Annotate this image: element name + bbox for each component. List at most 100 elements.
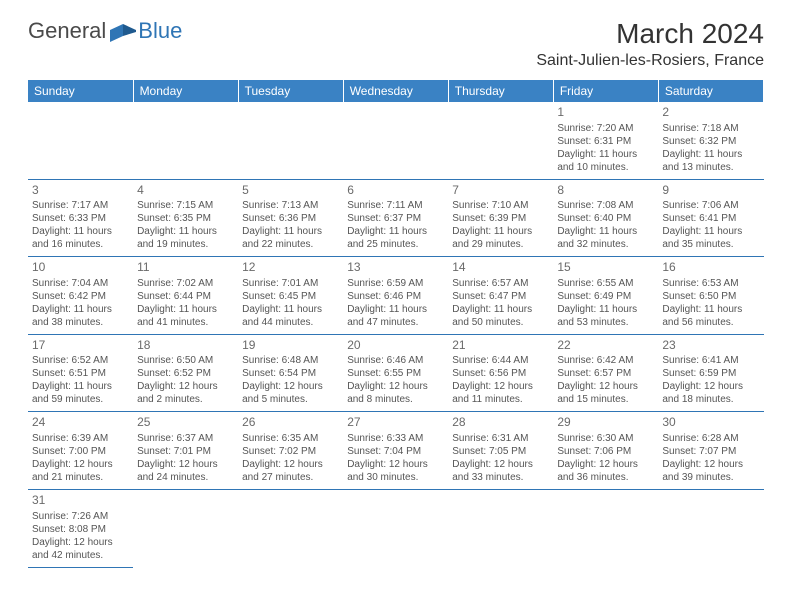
daylight-text: Daylight: 12 hours: [662, 380, 759, 393]
daylight-minutes-text: and 36 minutes.: [557, 471, 654, 484]
day-number: 21: [452, 338, 549, 354]
sunrise-text: Sunrise: 7:02 AM: [137, 277, 234, 290]
calendar-cell: [343, 102, 448, 179]
day-header: Sunday: [28, 80, 133, 102]
calendar-cell: [448, 489, 553, 567]
daylight-text: Daylight: 11 hours: [557, 148, 654, 161]
logo-text-general: General: [28, 18, 106, 44]
daylight-minutes-text: and 38 minutes.: [32, 316, 129, 329]
day-number: 27: [347, 415, 444, 431]
daylight-text: Daylight: 11 hours: [662, 303, 759, 316]
calendar-row: 10Sunrise: 7:04 AMSunset: 6:42 PMDayligh…: [28, 257, 764, 335]
day-number: 20: [347, 338, 444, 354]
calendar-cell: 11Sunrise: 7:02 AMSunset: 6:44 PMDayligh…: [133, 257, 238, 335]
day-header: Saturday: [658, 80, 763, 102]
sunrise-text: Sunrise: 7:18 AM: [662, 122, 759, 135]
sunrise-text: Sunrise: 6:31 AM: [452, 432, 549, 445]
sunset-text: Sunset: 6:57 PM: [557, 367, 654, 380]
calendar-cell: [553, 489, 658, 567]
sunrise-text: Sunrise: 6:44 AM: [452, 354, 549, 367]
day-header: Tuesday: [238, 80, 343, 102]
calendar-cell: 9Sunrise: 7:06 AMSunset: 6:41 PMDaylight…: [658, 179, 763, 257]
month-title: March 2024: [536, 18, 764, 50]
sunset-text: Sunset: 6:51 PM: [32, 367, 129, 380]
daylight-text: Daylight: 11 hours: [137, 225, 234, 238]
daylight-minutes-text: and 53 minutes.: [557, 316, 654, 329]
header: General Blue March 2024 Saint-Julien-les…: [28, 18, 764, 70]
calendar-cell: [238, 489, 343, 567]
daylight-text: Daylight: 11 hours: [662, 148, 759, 161]
daylight-text: Daylight: 12 hours: [242, 458, 339, 471]
sunset-text: Sunset: 6:36 PM: [242, 212, 339, 225]
sunset-text: Sunset: 6:32 PM: [662, 135, 759, 148]
calendar-row: 24Sunrise: 6:39 AMSunset: 7:00 PMDayligh…: [28, 412, 764, 490]
sunset-text: Sunset: 6:56 PM: [452, 367, 549, 380]
sunrise-text: Sunrise: 6:39 AM: [32, 432, 129, 445]
day-header: Friday: [553, 80, 658, 102]
day-number: 5: [242, 183, 339, 199]
calendar-cell: [28, 102, 133, 179]
calendar-cell: 14Sunrise: 6:57 AMSunset: 6:47 PMDayligh…: [448, 257, 553, 335]
calendar-cell: [448, 102, 553, 179]
calendar-cell: 16Sunrise: 6:53 AMSunset: 6:50 PMDayligh…: [658, 257, 763, 335]
calendar-cell: 23Sunrise: 6:41 AMSunset: 6:59 PMDayligh…: [658, 334, 763, 412]
daylight-minutes-text: and 29 minutes.: [452, 238, 549, 251]
sunrise-text: Sunrise: 7:08 AM: [557, 199, 654, 212]
daylight-text: Daylight: 11 hours: [32, 225, 129, 238]
sunset-text: Sunset: 7:06 PM: [557, 445, 654, 458]
calendar-cell: [133, 489, 238, 567]
sunrise-text: Sunrise: 7:13 AM: [242, 199, 339, 212]
sunrise-text: Sunrise: 6:59 AM: [347, 277, 444, 290]
day-header: Wednesday: [343, 80, 448, 102]
daylight-text: Daylight: 11 hours: [662, 225, 759, 238]
calendar-cell: 18Sunrise: 6:50 AMSunset: 6:52 PMDayligh…: [133, 334, 238, 412]
day-number: 31: [32, 493, 129, 509]
sunrise-text: Sunrise: 7:06 AM: [662, 199, 759, 212]
daylight-minutes-text: and 18 minutes.: [662, 393, 759, 406]
daylight-minutes-text: and 2 minutes.: [137, 393, 234, 406]
sunrise-text: Sunrise: 6:48 AM: [242, 354, 339, 367]
day-number: 8: [557, 183, 654, 199]
sunset-text: Sunset: 7:00 PM: [32, 445, 129, 458]
sunset-text: Sunset: 6:37 PM: [347, 212, 444, 225]
daylight-minutes-text: and 19 minutes.: [137, 238, 234, 251]
daylight-text: Daylight: 12 hours: [137, 380, 234, 393]
calendar-cell: [133, 102, 238, 179]
calendar-cell: 28Sunrise: 6:31 AMSunset: 7:05 PMDayligh…: [448, 412, 553, 490]
day-number: 25: [137, 415, 234, 431]
daylight-text: Daylight: 12 hours: [452, 458, 549, 471]
sunrise-text: Sunrise: 6:35 AM: [242, 432, 339, 445]
sunrise-text: Sunrise: 6:30 AM: [557, 432, 654, 445]
sunset-text: Sunset: 6:44 PM: [137, 290, 234, 303]
daylight-minutes-text: and 56 minutes.: [662, 316, 759, 329]
sunset-text: Sunset: 6:47 PM: [452, 290, 549, 303]
calendar-cell: 20Sunrise: 6:46 AMSunset: 6:55 PMDayligh…: [343, 334, 448, 412]
day-number: 23: [662, 338, 759, 354]
sunset-text: Sunset: 8:08 PM: [32, 523, 129, 536]
day-number: 15: [557, 260, 654, 276]
calendar-cell: 26Sunrise: 6:35 AMSunset: 7:02 PMDayligh…: [238, 412, 343, 490]
daylight-minutes-text: and 13 minutes.: [662, 161, 759, 174]
daylight-text: Daylight: 11 hours: [557, 303, 654, 316]
daylight-minutes-text: and 22 minutes.: [242, 238, 339, 251]
sunrise-text: Sunrise: 6:42 AM: [557, 354, 654, 367]
daylight-text: Daylight: 12 hours: [557, 458, 654, 471]
daylight-minutes-text: and 21 minutes.: [32, 471, 129, 484]
day-number: 26: [242, 415, 339, 431]
daylight-minutes-text: and 35 minutes.: [662, 238, 759, 251]
day-number: 12: [242, 260, 339, 276]
day-number: 13: [347, 260, 444, 276]
calendar-cell: 30Sunrise: 6:28 AMSunset: 7:07 PMDayligh…: [658, 412, 763, 490]
daylight-text: Daylight: 12 hours: [452, 380, 549, 393]
sunset-text: Sunset: 7:07 PM: [662, 445, 759, 458]
calendar-cell: 3Sunrise: 7:17 AMSunset: 6:33 PMDaylight…: [28, 179, 133, 257]
calendar-head: SundayMondayTuesdayWednesdayThursdayFrid…: [28, 80, 764, 102]
calendar-cell: 5Sunrise: 7:13 AMSunset: 6:36 PMDaylight…: [238, 179, 343, 257]
daylight-text: Daylight: 11 hours: [347, 225, 444, 238]
sunrise-text: Sunrise: 6:50 AM: [137, 354, 234, 367]
daylight-minutes-text: and 30 minutes.: [347, 471, 444, 484]
sunrise-text: Sunrise: 6:37 AM: [137, 432, 234, 445]
day-number: 30: [662, 415, 759, 431]
calendar-cell: 2Sunrise: 7:18 AMSunset: 6:32 PMDaylight…: [658, 102, 763, 179]
sunset-text: Sunset: 7:05 PM: [452, 445, 549, 458]
